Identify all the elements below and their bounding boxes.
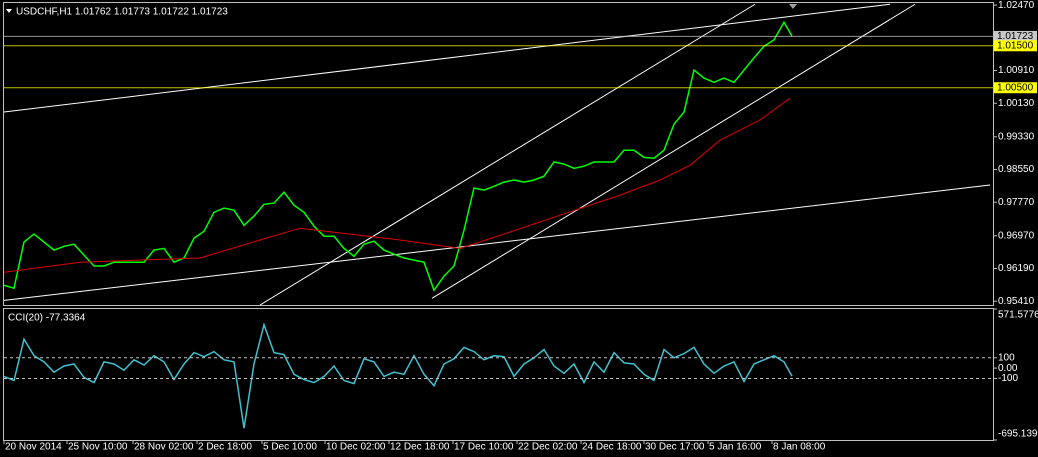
price-tag-label: 1.01723 [997,31,1034,42]
y-tick-label: -100 [998,373,1018,384]
x-tick-label: 22 Dec 02:00 [518,442,578,453]
x-tick-label: 5 Dec 10:00 [263,442,317,453]
price-tag [994,30,1037,42]
y-tick-label: 0.96190 [998,263,1035,274]
y-tick-label: 571.5776 [998,310,1038,321]
price-tag [994,82,1037,94]
x-tick-label: 30 Dec 17:00 [645,442,705,453]
x-tick-label: 12 Dec 18:00 [390,442,450,453]
price-frame [3,2,994,306]
series-line [4,322,793,429]
y-tick-label: -695.1398 [998,429,1038,440]
series-line [4,20,793,292]
x-tick-label: 5 Jan 16:00 [709,442,762,453]
x-tick-label: 25 Nov 10:00 [68,442,128,453]
y-tick-label: 0.96970 [998,230,1035,241]
menu-arrow[interactable] [6,9,12,13]
plot-area [4,3,991,305]
cci-frame [3,308,994,441]
x-tick-label: 24 Dec 18:00 [582,442,642,453]
price-tag-label: 1.01500 [997,40,1034,51]
x-tick-label: 10 Dec 02:00 [326,442,386,453]
y-tick-label: 0.98550 [998,164,1035,175]
plot-area [4,322,793,429]
x-tick-label: 20 Nov 2014 [5,442,62,453]
chart-title: USDCHF,H1 1.01762 1.01773 1.01722 1.0172… [16,7,228,18]
x-tick-label: 8 Jan 08:00 [773,442,826,453]
shift-marker [789,4,797,9]
trendline [431,3,916,299]
y-tick-label: 0.95410 [998,296,1035,307]
y-tick-label: 1.00130 [998,98,1035,109]
x-tick-label: 2 Dec 18:00 [198,442,252,453]
x-tick-label: 28 Nov 02:00 [134,442,194,453]
y-tick-label: 1.00910 [998,65,1035,76]
x-tick-label: 17 Dec 10:00 [454,442,514,453]
trendline [259,3,756,305]
series-line [4,97,791,273]
y-tick-label: 0.99330 [998,131,1035,142]
price-tag [994,40,1037,52]
y-tick-label: 100 [998,352,1015,363]
trendline [4,184,991,301]
trendline [4,3,891,113]
y-tick-label: 0.97770 [998,197,1035,208]
y-tick-label: 1.02470 [998,0,1035,11]
y-tick-label: 0.00 [998,363,1018,374]
indicator-title: CCI(20) -77.3364 [8,313,86,324]
price-tag-label: 1.00500 [997,82,1034,93]
